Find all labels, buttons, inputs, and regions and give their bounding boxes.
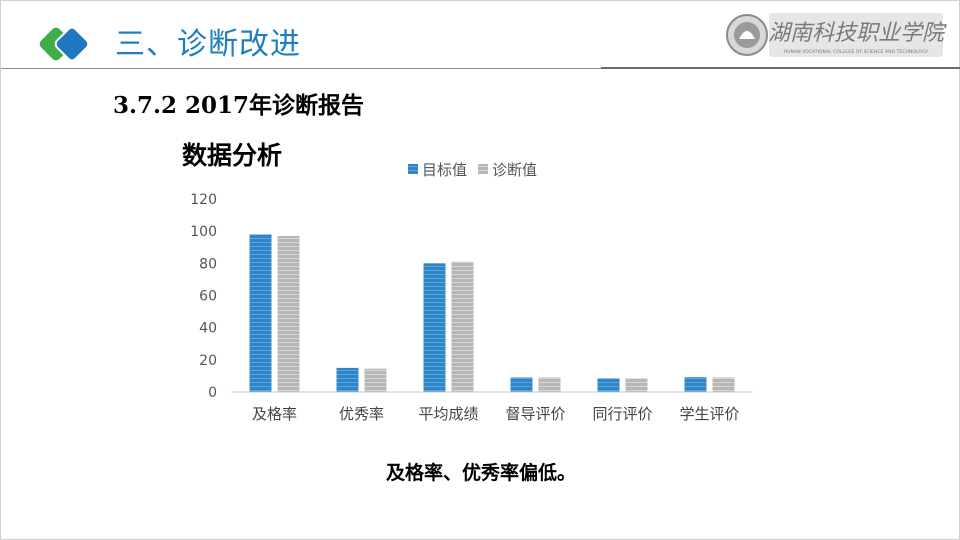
bar-target-0: [249, 234, 272, 392]
bar-diagnosis-1: [364, 368, 387, 392]
legend-label: 诊断值: [492, 161, 537, 179]
y-tick-label: 60: [199, 289, 217, 305]
bar-diagnosis-4: [625, 378, 648, 392]
bar-diagnosis-5: [712, 377, 735, 392]
x-tick-label: 及格率: [252, 405, 297, 423]
y-tick-label: 40: [199, 321, 217, 337]
bar-diagnosis-0: [277, 235, 300, 392]
school-logo: 湖南科技职业学院 HUNAN VOCATIONAL COLLEGE OF SCI…: [726, 13, 947, 57]
bar-chart: 0 20 40 60 80 100 120 及格率 优秀率 平均成绩 督导评价 同行评价 学生评价 目…: [190, 161, 753, 423]
school-name-en: HUNAN VOCATIONAL COLLEGE OF SCIENCE AND …: [784, 49, 929, 55]
y-tick-label: 100: [190, 224, 217, 240]
x-tick-label: 督导评价: [505, 405, 565, 423]
bar-target-1: [336, 367, 359, 392]
header-divider: [1, 68, 960, 69]
diamond-logo-icon: [39, 26, 90, 62]
header-divider-accent: [601, 67, 960, 69]
conclusion-text: 及格率、优秀率偏低。: [385, 462, 576, 484]
x-tick-label: 学生评价: [679, 405, 739, 423]
bar-target-3: [510, 377, 533, 392]
school-name-cn: 湖南科技职业学院: [768, 21, 947, 46]
y-tick-label: 20: [199, 353, 217, 369]
x-tick-label: 平均成绩: [418, 405, 478, 423]
bar-diagnosis-2: [451, 261, 474, 392]
bar-target-2: [423, 263, 446, 392]
y-tick-label: 120: [190, 192, 217, 208]
legend-swatch: [408, 164, 418, 174]
bar-diagnosis-3: [538, 377, 561, 392]
x-tick-label: 同行评价: [592, 405, 652, 423]
analysis-title: 数据分析: [182, 141, 283, 170]
report-subtitle: 3.7.2 2017年诊断报告: [113, 92, 365, 119]
legend-swatch: [478, 164, 488, 174]
section-title: 三、诊断改进: [115, 27, 301, 62]
bar-target-4: [597, 378, 620, 392]
y-tick-label: 0: [208, 385, 217, 401]
y-tick-label: 80: [199, 256, 217, 272]
x-tick-label: 优秀率: [339, 405, 384, 423]
bar-target-5: [684, 377, 707, 392]
legend-label: 目标值: [422, 161, 467, 179]
